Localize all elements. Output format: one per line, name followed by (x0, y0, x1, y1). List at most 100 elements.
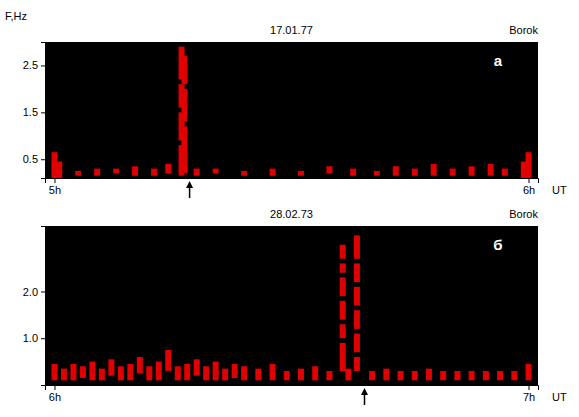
spectral-segment (232, 364, 238, 378)
tick: 6h (523, 178, 535, 196)
tick-label: 1.5 (23, 106, 38, 118)
arrow-head (186, 181, 193, 188)
marks (51, 47, 531, 178)
tick: 1.0 (23, 332, 45, 344)
spectral-segment (151, 169, 157, 176)
spectral-segment (312, 366, 318, 380)
axis-line (46, 179, 539, 184)
spectral-segment (340, 277, 346, 296)
spectral-segment (118, 366, 124, 380)
spectral-segment (350, 169, 356, 176)
axis-line (41, 43, 46, 179)
tick: 6h (49, 385, 61, 403)
spectral-segment (354, 235, 360, 258)
spectral-segment (483, 371, 489, 380)
title: 28.02.73 (270, 208, 313, 220)
spectral-segment (450, 169, 456, 176)
tick-mark (41, 159, 45, 160)
spectral-segment (181, 56, 187, 84)
tick-label: 6h (523, 184, 535, 196)
spectral-segment (181, 89, 187, 122)
x-axis: 6h 7h (46, 385, 539, 403)
spectral-segment (61, 369, 67, 381)
spectral-segment (146, 366, 152, 380)
tick-label: 6h (49, 391, 61, 403)
spectral-segment (213, 362, 219, 381)
tick-mark (41, 291, 45, 292)
spectral-segment (326, 166, 332, 173)
spectral-segment (51, 364, 57, 380)
tick-label: 7h (523, 391, 535, 403)
spectral-segment (56, 162, 62, 178)
spectral-segment (354, 334, 360, 353)
spectral-segment (326, 371, 332, 380)
spectral-segment (137, 357, 143, 373)
spectral-segment (184, 364, 190, 380)
station: Borok (509, 24, 538, 36)
spectral-segment (132, 166, 138, 175)
tick-mark (529, 178, 530, 183)
spectral-segment (497, 371, 503, 380)
spectral-segment (113, 169, 119, 174)
spectral-segment (80, 366, 86, 378)
panel-letter: б (493, 236, 502, 253)
panel: 1.02.06h7h28.02.73BorokUTб (23, 208, 567, 405)
spectral-segment (241, 366, 247, 380)
spectral-segment (374, 171, 380, 176)
spectral-segment (89, 362, 95, 381)
spectral-segment (340, 301, 346, 320)
spectral-segment (354, 287, 360, 306)
spectral-segment (175, 366, 181, 380)
spectral-segment (340, 324, 346, 338)
spectral-segment (222, 369, 228, 381)
title: 17.01.77 (270, 24, 313, 36)
spectral-segment (70, 364, 76, 380)
tick-label: 2.0 (23, 285, 38, 297)
spectral-segment (502, 169, 508, 176)
spectral-segment (284, 371, 290, 380)
spectral-segment (340, 343, 346, 371)
arrow-head (361, 388, 368, 395)
spectral-segment (354, 263, 360, 282)
spectral-segment (454, 371, 460, 380)
spectral-segment (440, 371, 446, 380)
spectral-segment (354, 357, 360, 371)
spectral-segment (298, 369, 304, 381)
y-axis-title: F,Hz (5, 10, 27, 22)
spectral-segment (469, 371, 475, 380)
spectral-segment (213, 169, 219, 174)
spectral-segment (156, 362, 162, 381)
x-axis-title: UT (552, 391, 567, 403)
spectral-segment (431, 164, 437, 176)
spectral-segment (469, 166, 475, 175)
spectral-segment (488, 164, 494, 176)
panel-letter: а (494, 52, 503, 69)
spectral-segment (511, 371, 517, 380)
tick: 2.5 (23, 59, 45, 71)
panel: 0.51.52.55h6h17.01.77BorokF,HzUTа (5, 10, 567, 198)
tick: 0.5 (23, 153, 45, 165)
spectral-segment (369, 371, 375, 380)
spectral-segment (203, 366, 209, 380)
spectral-segment (383, 369, 389, 381)
spectral-segment (127, 364, 133, 380)
spectral-segment (345, 369, 351, 381)
tick-mark (54, 385, 55, 390)
spectral-segment (94, 169, 100, 176)
event-arrow (361, 388, 368, 405)
y-axis: 0.5 1.5 2.5 (23, 43, 46, 179)
tick: 7h (523, 385, 535, 403)
spectral-segment (354, 310, 360, 329)
spectral-segment (412, 169, 418, 176)
spectral-segment (340, 263, 346, 272)
spectral-segment (426, 369, 432, 381)
chart: 0.5 1.5 2.5 5h 6h 17.01.77 Borok F,Hz UT а 1.0 2.0 6… (0, 0, 579, 417)
tick-mark (41, 338, 45, 339)
axis-line (46, 386, 539, 391)
spectral-segment (398, 371, 404, 380)
spectral-segment (298, 171, 304, 176)
spectral-segment (526, 364, 532, 380)
tick-label: 5h (49, 184, 61, 196)
axis-line (41, 227, 46, 386)
tick: 2.0 (23, 285, 45, 297)
